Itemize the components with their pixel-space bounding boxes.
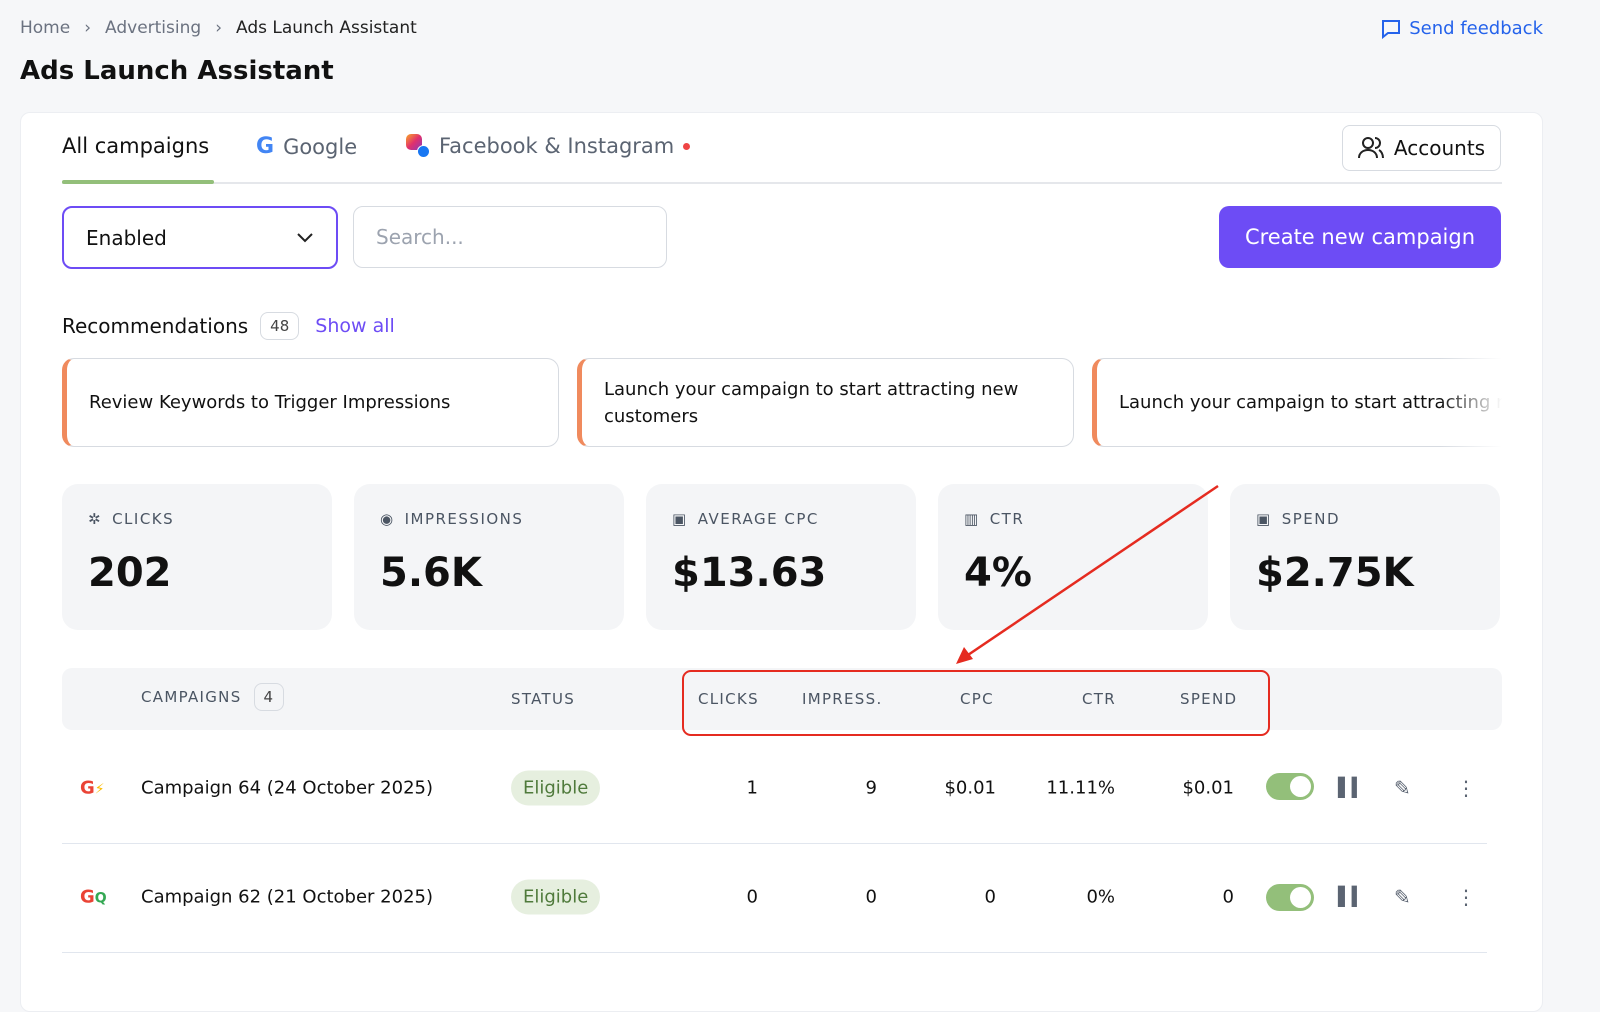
stat-label: CTR [989, 510, 1025, 528]
header-clicks[interactable]: CLICKS [698, 690, 759, 708]
stat-average-cpc: ▣ AVERAGE CPC $13.63 [646, 484, 916, 630]
stat-label: SPEND [1281, 510, 1341, 528]
chevron-down-icon [297, 232, 313, 242]
stat-ctr: ▥ CTR 4% [938, 484, 1208, 630]
stat-label: AVERAGE CPC [697, 510, 819, 528]
breadcrumb-home[interactable]: Home [20, 18, 71, 38]
header-status[interactable]: STATUS [511, 690, 576, 708]
enable-toggle[interactable] [1266, 884, 1314, 911]
cell-clicks: 1 [746, 777, 758, 799]
status-badge: Eligible [511, 770, 601, 806]
send-feedback-link[interactable]: Send feedback [1381, 18, 1543, 39]
show-all-link[interactable]: Show all [315, 315, 395, 337]
cell-ctr: 0% [1086, 886, 1115, 908]
status-badge: Eligible [511, 879, 601, 915]
header-spend[interactable]: SPEND [1180, 690, 1238, 708]
recommendations-list: Review Keywords to Trigger Impressions L… [62, 358, 1502, 448]
stat-value: $2.75K [1256, 550, 1414, 596]
stat-label: CLICKS [112, 510, 175, 528]
eye-icon: ◉ [380, 510, 395, 528]
chart-plus-icon: ▥ [964, 510, 980, 528]
send-feedback-label: Send feedback [1409, 18, 1543, 39]
stat-impressions: ◉ IMPRESSIONS 5.6K [354, 484, 624, 630]
recommendations-title: Recommendations [62, 314, 249, 338]
stat-value: 202 [88, 550, 172, 596]
google-icon: G [256, 134, 275, 159]
header-impressions[interactable]: IMPRESS. [802, 690, 883, 708]
more-vertical-icon[interactable]: ⋮ [1456, 885, 1476, 909]
cell-impressions: 9 [865, 777, 877, 799]
cell-ctr: 11.11% [1046, 777, 1115, 799]
cell-clicks: 0 [746, 886, 758, 908]
campaign-count: 4 [253, 683, 285, 711]
stat-value: 5.6K [380, 550, 482, 596]
google-performance-max-icon: G⚡ [80, 777, 105, 799]
cell-spend: 0 [1222, 886, 1234, 908]
create-campaign-button[interactable]: Create new campaign [1219, 206, 1501, 268]
stat-value: 4% [964, 550, 1032, 596]
stat-value: $13.63 [672, 550, 827, 596]
active-tab-indicator [62, 180, 214, 184]
recommendation-text: Launch your campaign to start attracting… [604, 378, 1019, 427]
more-vertical-icon[interactable]: ⋮ [1456, 776, 1476, 800]
notification-dot [683, 142, 691, 150]
bar-chart-icon[interactable]: ▌▍ [1338, 886, 1366, 908]
stat-label: IMPRESSIONS [404, 510, 524, 528]
recommendation-text: Launch your campaign to start attracting… [1119, 392, 1502, 413]
table-row[interactable]: G⚡ Campaign 64 (24 October 2025) Eligibl… [62, 733, 1487, 844]
annotation-highlight-box [682, 670, 1270, 736]
cell-spend: $0.01 [1182, 777, 1234, 799]
google-search-campaign-icon: GQ [80, 886, 107, 908]
recommendations-header: Recommendations 48 Show all [62, 312, 395, 340]
tab-label: All campaigns [62, 134, 210, 158]
status-filter-dropdown[interactable]: Enabled [62, 206, 338, 269]
breadcrumb-advertising[interactable]: Advertising [105, 18, 202, 38]
accounts-button[interactable]: Accounts [1342, 125, 1501, 171]
header-campaigns: CAMPAIGNS 4 [141, 683, 285, 711]
meta-instagram-facebook-icon [406, 134, 430, 158]
tab-all-campaigns[interactable]: All campaigns [62, 134, 209, 158]
header-cpc[interactable]: CPC [960, 690, 994, 708]
campaign-name[interactable]: Campaign 62 (21 October 2025) [141, 886, 434, 908]
breadcrumb-current: Ads Launch Assistant [236, 18, 417, 38]
chevron-right-icon: › [215, 18, 222, 38]
pencil-icon[interactable]: ✎ [1394, 885, 1411, 909]
tab-facebook-instagram[interactable]: Facebook & Instagram [406, 134, 691, 158]
breadcrumb: Home › Advertising › Ads Launch Assistant [20, 18, 417, 38]
cell-impressions: 0 [865, 886, 877, 908]
feedback-icon [1382, 19, 1401, 39]
cursor-click-icon: ✲ [88, 510, 103, 528]
recommendation-card[interactable]: Review Keywords to Trigger Impressions [62, 358, 559, 447]
search-input[interactable] [353, 206, 667, 268]
chevron-right-icon: › [84, 18, 92, 38]
pencil-icon[interactable]: ✎ [1394, 776, 1411, 800]
stat-spend: ▣ SPEND $2.75K [1230, 484, 1500, 630]
annotation-arrow [956, 484, 1219, 664]
cell-cpc: $0.01 [944, 777, 996, 799]
page-title: Ads Launch Assistant [20, 56, 334, 86]
accounts-label: Accounts [1393, 136, 1486, 160]
tab-label: Google [283, 134, 358, 159]
recommendation-card[interactable]: Launch your campaign to start attracting… [577, 358, 1074, 447]
bar-chart-icon[interactable]: ▌▍ [1338, 777, 1366, 799]
recommendation-text: Review Keywords to Trigger Impressions [89, 392, 451, 413]
users-icon [1357, 137, 1384, 159]
cell-cpc: 0 [984, 886, 996, 908]
scroll-fade [1440, 358, 1502, 448]
recommendations-count: 48 [260, 312, 300, 340]
enable-toggle[interactable] [1266, 773, 1314, 800]
tab-google[interactable]: G Google [256, 134, 357, 159]
status-filter-value: Enabled [86, 225, 167, 250]
money-plus-icon: ▣ [1256, 510, 1272, 528]
campaign-name[interactable]: Campaign 64 (24 October 2025) [141, 777, 434, 799]
table-row[interactable]: GQ Campaign 62 (21 October 2025) Eligibl… [62, 842, 1487, 953]
money-cursor-icon: ▣ [672, 510, 688, 528]
stat-clicks: ✲ CLICKS 202 [62, 484, 332, 630]
recommendation-card[interactable]: Launch your campaign to start attracting… [1092, 358, 1502, 447]
tab-label: Facebook & Instagram [439, 134, 675, 158]
tab-bar: All campaigns G Google Facebook & Instag… [62, 126, 1502, 184]
header-ctr[interactable]: CTR [1082, 690, 1116, 708]
